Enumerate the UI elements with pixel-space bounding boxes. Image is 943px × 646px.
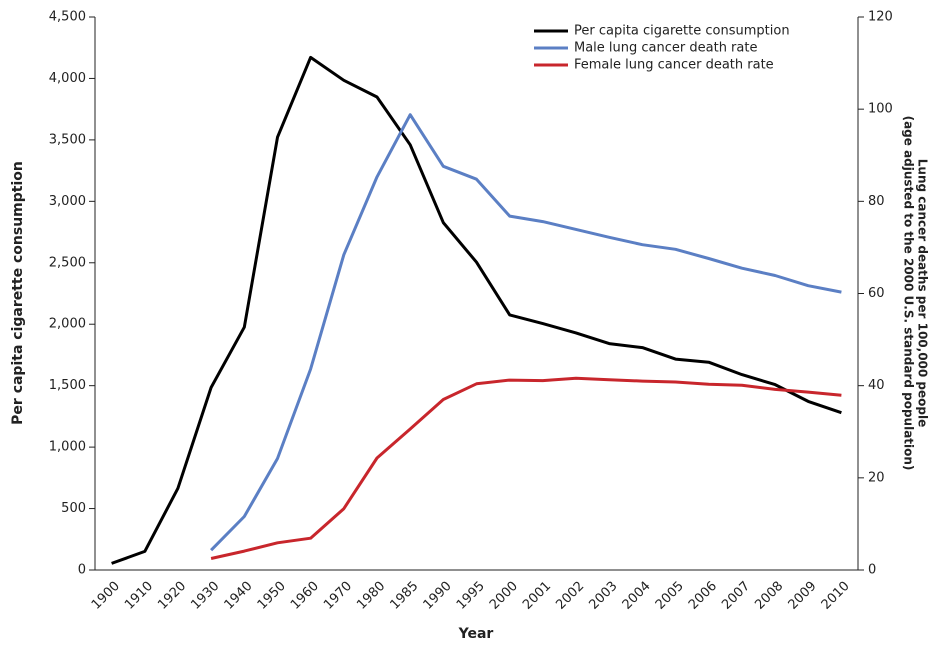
x-tick-label: 2009: [786, 579, 820, 613]
y2-tick-label: 20: [868, 470, 885, 485]
legend-label: Male lung cancer death rate: [574, 41, 757, 56]
x-tick-label: 2002: [553, 579, 587, 613]
y-tick-label: 2,500: [49, 255, 86, 270]
line-series: [111, 55, 842, 565]
y-tick-label: 500: [61, 501, 86, 516]
x-tick-label: 1980: [354, 579, 388, 613]
y-tick-label: 3,000: [49, 194, 86, 209]
line-series: [210, 376, 842, 560]
y2-tick-label: 100: [868, 102, 893, 117]
x-tick-label: 1920: [155, 579, 189, 613]
y2-tick-label: 120: [868, 10, 893, 25]
x-tick-label: 1995: [454, 579, 488, 613]
x-tick-label: 2008: [752, 579, 786, 613]
y-tick-label: 4,000: [49, 71, 86, 86]
legend-label: Per capita cigarette consumption: [574, 24, 790, 39]
legend-label: Female lung cancer death rate: [574, 58, 774, 73]
y-tick-label: 1,000: [49, 440, 86, 455]
y-tick-label: 2,000: [49, 317, 86, 332]
y-tick-label: 4,500: [49, 10, 86, 25]
x-axis-title: Year: [458, 626, 494, 642]
x-tick-label: 1985: [387, 579, 421, 613]
x-tick-label: 1960: [288, 579, 322, 613]
x-tick-label: 2000: [487, 579, 521, 613]
x-tick-label: 1930: [188, 579, 222, 613]
y2-tick-label: 60: [868, 286, 885, 301]
y-axis-title: Per capita cigarette consumption: [10, 161, 26, 425]
y2-axis-title: (age adjusted to the 2000 U.S. standard …: [902, 116, 916, 471]
x-tick-label: 2005: [653, 579, 687, 613]
x-tick-label: 2001: [520, 579, 554, 613]
x-tick-label: 1990: [421, 579, 455, 613]
x-tick-label: 1910: [122, 579, 156, 613]
y-tick-label: 0: [78, 563, 86, 578]
x-tick-label: 2004: [620, 579, 654, 613]
line-series: [210, 113, 842, 552]
x-tick-label: 1940: [222, 579, 256, 613]
x-tick-label: 1970: [321, 579, 355, 613]
y2-axis-title: Lung cancer deaths per 100,000 people: [916, 159, 930, 428]
y-tick-label: 3,500: [49, 132, 86, 147]
x-tick-label: 1950: [255, 579, 289, 613]
x-tick-label: 2003: [586, 579, 620, 613]
x-tick-label: 2006: [686, 579, 720, 613]
y2-tick-label: 80: [868, 194, 885, 209]
y2-tick-label: 40: [868, 378, 885, 393]
x-tick-label: 2007: [719, 579, 753, 613]
x-tick-label: 1900: [89, 579, 123, 613]
y2-tick-label: 0: [868, 563, 876, 578]
x-tick-label: 2010: [819, 579, 853, 613]
y-tick-label: 1,500: [49, 378, 86, 393]
